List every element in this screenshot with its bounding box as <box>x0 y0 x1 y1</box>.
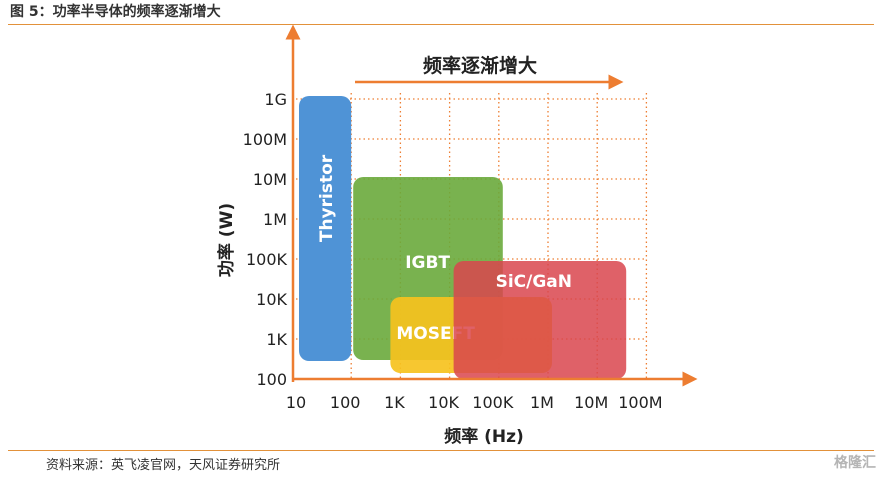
x-tick-label: 10 <box>286 393 306 412</box>
source-note: 资料来源：英飞凌官网，天风证券研究所 <box>46 458 281 473</box>
y-tick-label: 1M <box>263 210 287 229</box>
region-thyristor <box>299 96 352 361</box>
y-tick-label: 10M <box>253 170 287 189</box>
x-tick-label: 100K <box>472 393 514 412</box>
x-tick-label: 100 <box>330 393 361 412</box>
tick-labels: 10 100 1K 10K 100K 1M 10M 100M 100 1K 10K 100K 1M 10M… <box>243 90 663 412</box>
axes <box>285 24 698 387</box>
header-rule <box>8 24 874 25</box>
x-tick-label: 100M <box>618 393 662 412</box>
y-tick-label: 100 <box>256 370 287 389</box>
region-label-sic-gan: SiC/GaN <box>496 272 572 292</box>
watermark: 格隆汇 <box>834 455 876 471</box>
footer-rule <box>8 450 874 451</box>
y-tick-label: 10K <box>256 290 287 309</box>
region-label-thyristor: Thyristor <box>317 154 337 242</box>
y-tick-label: 1G <box>264 90 287 109</box>
annotation-label: 频率逐渐增大 <box>423 54 537 77</box>
x-tick-label: 1M <box>530 393 554 412</box>
x-tick-label: 10M <box>574 393 608 412</box>
y-tick-label: 100M <box>243 130 287 149</box>
x-axis-label: 频率 (Hz) <box>444 426 524 447</box>
region-label-igbt: IGBT <box>405 253 450 273</box>
y-tick-label: 1K <box>266 330 287 349</box>
region-sic-gan <box>453 261 627 379</box>
x-tick-label: 1K <box>384 393 405 412</box>
y-tick-label: 100K <box>246 250 288 269</box>
y-axis-label: 功率 (W) <box>216 203 237 277</box>
x-tick-label: 10K <box>428 393 459 412</box>
figure-title: 图 5：功率半导体的频率逐渐增大 <box>10 4 221 20</box>
